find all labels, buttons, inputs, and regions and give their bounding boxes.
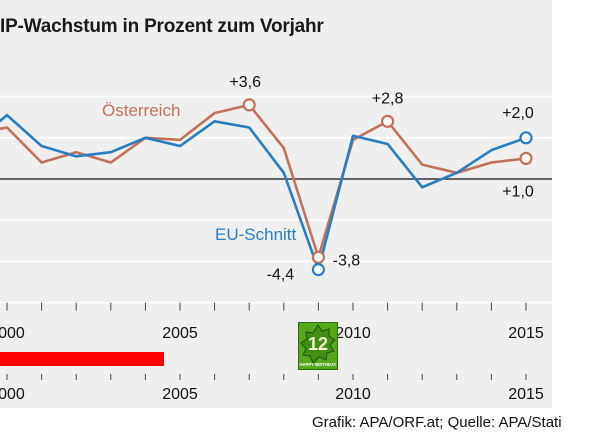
marker-eu-2009-label: -4,4 — [267, 267, 295, 284]
growth-line-chart: 2000 2000 2005 2005 2010 2010 2015 2015 Österrei… — [0, 74, 552, 403]
eu-line — [0, 113, 527, 271]
birthday-badge-icon: 12 HAPPY BIRTHDAY — [298, 322, 338, 370]
chart-panel — [0, 0, 552, 408]
badge-caption: HAPPY BIRTHDAY — [300, 362, 337, 367]
x-tick-label-lower: 2000 — [0, 386, 25, 403]
x-tick-label: 2005 — [162, 325, 198, 342]
marker-austria-2015 — [519, 151, 533, 165]
marker-eu-2015 — [519, 131, 533, 145]
marker-austria-2015-label: +1,0 — [502, 183, 534, 200]
marker-eu-2015-label: +2,0 — [502, 105, 534, 122]
marker-austria-2007 — [242, 98, 256, 112]
austria-line — [0, 103, 527, 259]
marker-austria-2009 — [311, 250, 325, 264]
legend-eu: EU-Schnitt — [215, 225, 297, 244]
marker-austria-2007-label: +3,6 — [229, 74, 261, 91]
x-tick-label: 2015 — [508, 325, 544, 342]
chart-title: IP-Wachstum in Prozent zum Vorjahr — [0, 16, 324, 37]
marker-austria-2011 — [381, 114, 395, 128]
source-credit: Grafik: APA/ORF.at; Quelle: APA/Stati — [312, 414, 562, 431]
marker-eu-2009 — [311, 263, 325, 277]
badge-number: 12 — [308, 334, 328, 354]
legend-austria: Österreich — [102, 101, 180, 120]
x-tick-label-lower: 2005 — [162, 386, 198, 403]
x-tick-label-lower: 2010 — [335, 386, 371, 403]
x-tick-label-lower: 2015 — [508, 386, 544, 403]
x-tick-label: 2000 — [0, 325, 25, 342]
red-bar — [0, 352, 164, 366]
x-tick-label: 2010 — [335, 325, 371, 342]
marker-austria-2009-label: -3,8 — [333, 252, 361, 269]
marker-austria-2011-label: +2,8 — [372, 90, 404, 107]
